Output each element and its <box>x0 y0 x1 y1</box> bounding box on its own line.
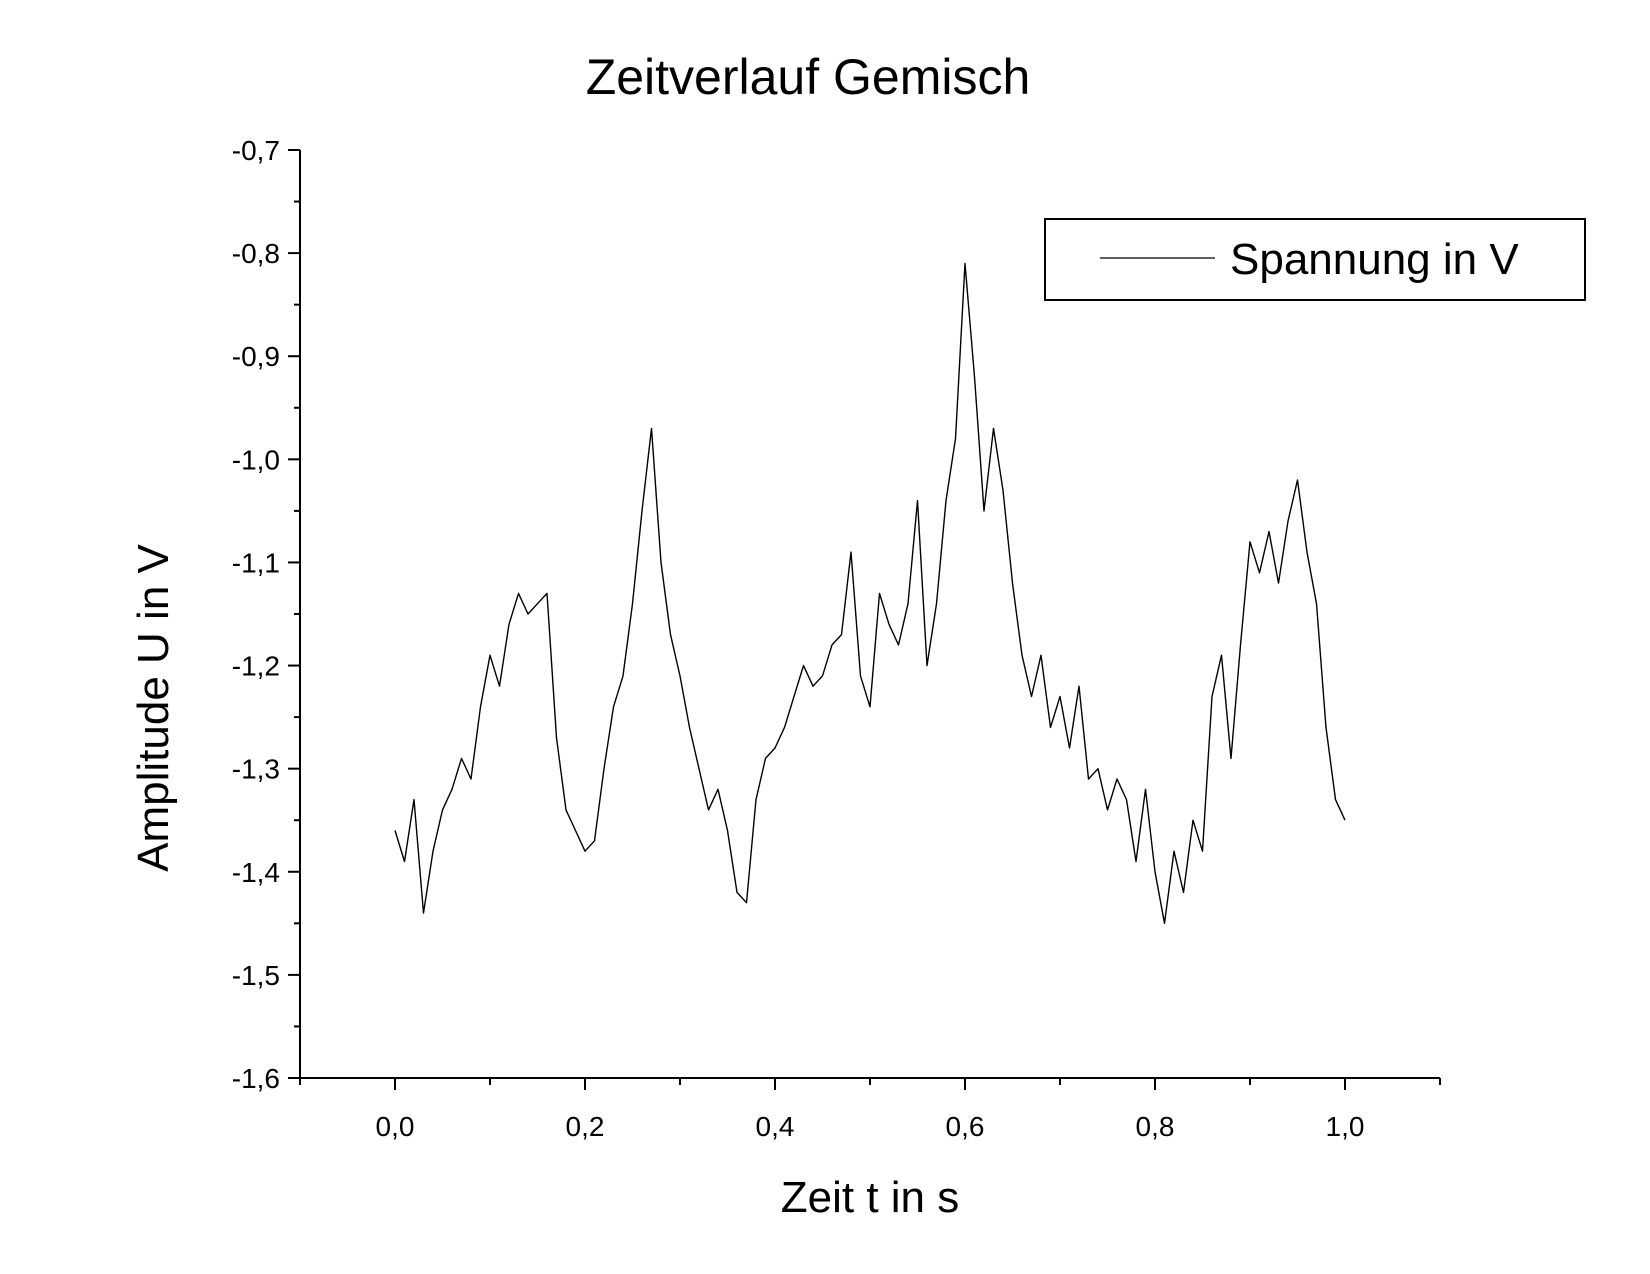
y-tick-label: -1,5 <box>232 960 280 991</box>
y-tick-label: -1,6 <box>232 1063 280 1094</box>
series-line-group <box>394 262 1346 924</box>
y-tick-label: -1,3 <box>232 754 280 785</box>
x-tick-label: 1,0 <box>1326 1111 1365 1142</box>
y-tick-label: -1,1 <box>232 547 280 578</box>
axes: -1,6 -1,5 -1,4 -1,3 -1,2 -1,1 -1,0 -0,9 -0,8 -0,7… <box>232 135 1441 1142</box>
x-axis-label: Zeit t in s <box>781 1173 960 1222</box>
y-tick-label: -0,9 <box>232 341 280 372</box>
x-tick-label: 0,8 <box>1136 1111 1175 1142</box>
y-tick-label: -0,8 <box>232 238 280 269</box>
y-tick-label: -1,2 <box>232 651 280 682</box>
legend-box <box>1044 218 1586 301</box>
legend-entry-label: Spannung in V <box>1230 235 1519 284</box>
y-axis-label: Amplitude U in V <box>129 543 178 871</box>
y-tick-label: -1,0 <box>232 444 280 475</box>
x-tick-label: 0,4 <box>756 1111 795 1142</box>
x-tick-label: 0,0 <box>376 1111 415 1142</box>
x-tick-label: 0,2 <box>566 1111 605 1142</box>
y-tick-label: -1,4 <box>232 857 280 888</box>
legend: Spannung in V <box>1044 218 1586 301</box>
y-tick-label: -0,7 <box>232 135 280 166</box>
chart-title: Zeitverlauf Gemisch <box>586 49 1031 105</box>
series-line-spannung <box>394 262 1346 924</box>
x-tick-label: 0,6 <box>946 1111 985 1142</box>
